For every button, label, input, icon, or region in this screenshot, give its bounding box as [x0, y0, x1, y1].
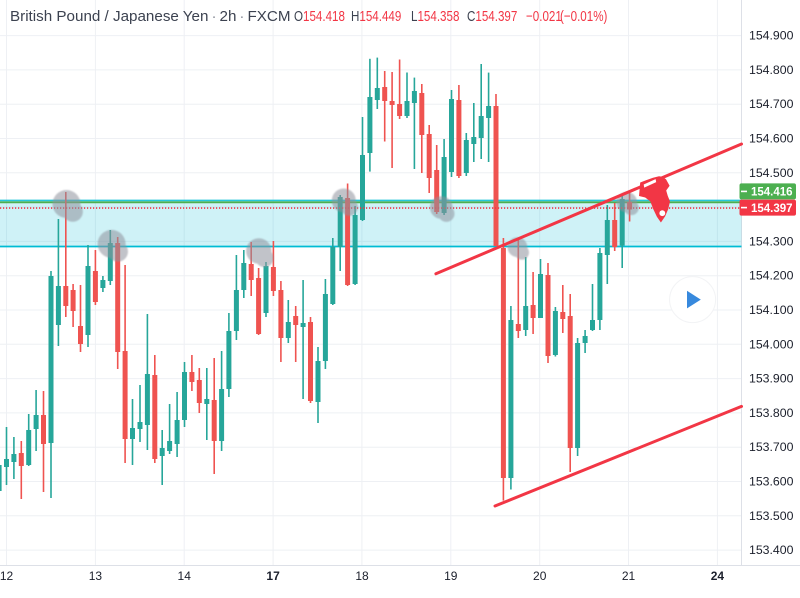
- svg-text:18: 18: [355, 569, 369, 583]
- svg-text:154.200: 154.200: [749, 269, 794, 283]
- svg-text:153.500: 153.500: [749, 509, 794, 523]
- svg-text:154.100: 154.100: [749, 303, 794, 317]
- svg-text:153.400: 153.400: [749, 543, 794, 557]
- svg-text:153.600: 153.600: [749, 475, 794, 489]
- svg-text:17: 17: [266, 569, 280, 583]
- svg-text:154.700: 154.700: [749, 97, 794, 111]
- svg-text:154.900: 154.900: [749, 29, 794, 43]
- svg-text:154.416: 154.416: [751, 187, 793, 199]
- svg-text:153.800: 153.800: [749, 406, 794, 420]
- svg-text:154.000: 154.000: [749, 337, 794, 351]
- svg-text:20: 20: [533, 569, 547, 583]
- svg-text:154.300: 154.300: [749, 234, 794, 248]
- svg-text:24: 24: [711, 569, 725, 583]
- svg-text:154.600: 154.600: [749, 132, 794, 146]
- svg-text:21: 21: [622, 569, 636, 583]
- svg-text:154.397: 154.397: [751, 203, 793, 215]
- svg-text:154.800: 154.800: [749, 63, 794, 77]
- svg-text:12: 12: [0, 569, 13, 583]
- svg-text:19: 19: [444, 569, 458, 583]
- svg-text:153.700: 153.700: [749, 440, 794, 454]
- svg-text:14: 14: [178, 569, 192, 583]
- svg-text:153.900: 153.900: [749, 372, 794, 386]
- svg-text:13: 13: [89, 569, 103, 583]
- svg-text:154.500: 154.500: [749, 166, 794, 180]
